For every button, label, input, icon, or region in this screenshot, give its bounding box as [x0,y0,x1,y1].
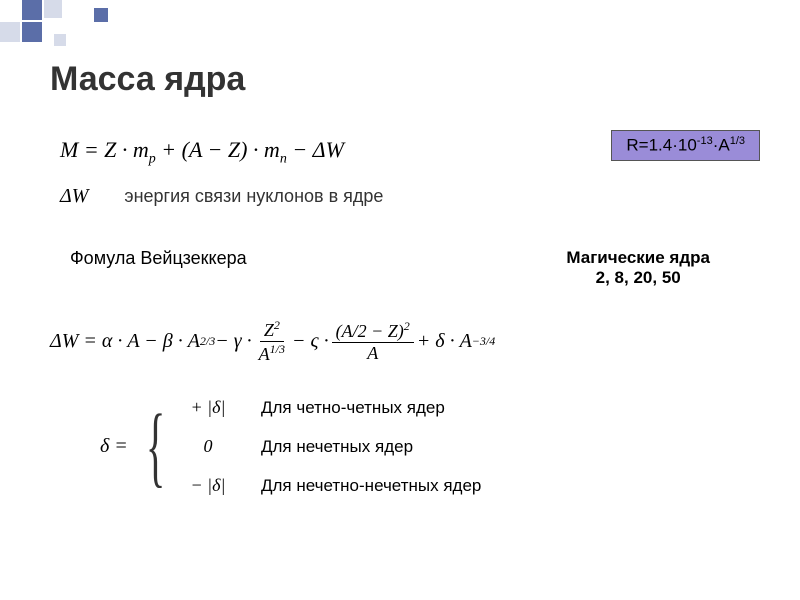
magic-nuclei: Магические ядра 2, 8, 20, 50 [566,248,710,288]
delta-cases: δ = { + |δ| Для четно-четных ядер 0 Для неч… [100,397,760,496]
case-row: 0 Для нечетных ядер [183,436,481,457]
case-symbol: + |δ| [183,397,233,418]
case-row: − |δ| Для нечетно-нечетных ядер [183,475,481,496]
decor-square [54,34,66,46]
case-label: Для четно-четных ядер [261,398,445,418]
weizsacker-label: Фомула Вейцзеккера [70,248,247,288]
weizsacker-formula: ΔW = α · A − β · A2/3 − γ · Z2 A1/3 − ς … [50,318,760,365]
delta-symbol: δ = [100,435,128,458]
decor-square [44,0,62,18]
radius-formula: R=1.4·10-13·A1/3 [611,130,760,161]
case-label: Для нечетно-нечетных ядер [261,476,481,496]
decor-square [94,8,108,22]
magic-numbers: 2, 8, 20, 50 [566,268,710,288]
asymmetry-term: (A/2 − Z)2 A [332,319,414,364]
magic-title: Магические ядра [566,248,710,268]
brace-icon: { [146,412,165,482]
case-label: Для нечетных ядер [261,437,413,457]
case-row: + |δ| Для четно-четных ядер [183,397,481,418]
dw-symbol: ΔW [60,185,88,208]
case-symbol: 0 [183,436,233,457]
corner-decoration [0,0,130,55]
case-symbol: − |δ| [183,475,233,496]
decor-square [22,0,42,20]
dw-label: энергия связи нуклонов в ядре [124,186,383,207]
coulomb-term: Z2 A1/3 [255,318,289,365]
slide-title: Масса ядра [50,60,760,99]
decor-square [22,22,42,42]
decor-square [0,22,20,42]
